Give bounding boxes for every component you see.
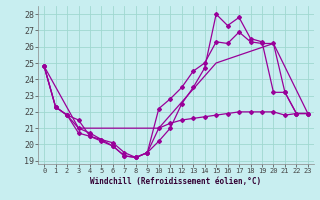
X-axis label: Windchill (Refroidissement éolien,°C): Windchill (Refroidissement éolien,°C) [91, 177, 261, 186]
